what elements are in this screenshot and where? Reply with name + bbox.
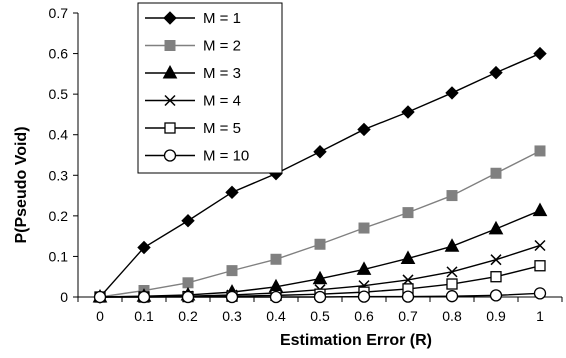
data-point xyxy=(270,253,282,265)
y-axis-title: P(Pseudo Void) xyxy=(13,126,30,243)
legend-item: M = 1 xyxy=(145,10,241,27)
data-point xyxy=(356,261,372,275)
legend-label: M = 1 xyxy=(203,10,241,27)
data-point xyxy=(93,290,107,304)
y-axis-ticks: 0 0.1 0.2 0.3 0.4 0.5 0.6 0.7 xyxy=(49,5,78,305)
legend-item: M = 3 xyxy=(145,64,241,82)
legend-item: M = 2 xyxy=(145,38,241,55)
legend-label: M = 4 xyxy=(203,93,241,110)
legend-label: M = 2 xyxy=(203,38,241,55)
data-point xyxy=(490,254,502,266)
x-tick-label: 0 xyxy=(96,308,104,324)
x-tick-label: 0.4 xyxy=(266,308,286,324)
data-point xyxy=(181,214,195,228)
data-point xyxy=(446,266,458,278)
data-point xyxy=(357,122,371,137)
data-point xyxy=(532,202,548,217)
legend-marker xyxy=(163,149,177,162)
legend-marker xyxy=(162,64,178,79)
legend-label: M = 5 xyxy=(203,120,241,137)
data-point xyxy=(490,167,502,179)
data-point xyxy=(313,145,327,159)
data-point xyxy=(445,86,459,100)
legend-marker xyxy=(164,40,176,51)
data-point xyxy=(446,190,458,202)
data-point xyxy=(489,65,503,80)
data-point xyxy=(444,238,460,252)
data-point xyxy=(534,239,546,252)
y-tick-label: 0.2 xyxy=(49,208,69,224)
data-point xyxy=(137,290,151,304)
legend-label: M = 3 xyxy=(203,65,241,82)
data-point xyxy=(357,290,371,303)
series-2 xyxy=(94,145,546,303)
series-6 xyxy=(93,287,547,304)
data-point xyxy=(181,290,195,304)
data-point xyxy=(269,290,283,304)
x-tick-label: 0.8 xyxy=(442,308,462,324)
legend-marker xyxy=(164,94,176,107)
y-tick-label: 0 xyxy=(60,289,68,305)
series-layer xyxy=(92,46,548,304)
data-point xyxy=(402,207,414,219)
x-tick-label: 0.6 xyxy=(354,308,374,324)
legend-item: M = 5 xyxy=(145,120,241,137)
data-point xyxy=(314,238,326,250)
x-tick-label: 1 xyxy=(536,308,544,324)
legend-marker xyxy=(164,122,176,134)
data-point xyxy=(446,278,458,290)
data-point xyxy=(358,222,370,234)
x-axis-ticks: 0 0.1 0.2 0.3 0.4 0.5 0.6 0.7 0.8 0.9 1 xyxy=(77,297,563,324)
data-point xyxy=(182,277,194,289)
data-point xyxy=(490,271,502,283)
data-point xyxy=(534,260,546,272)
y-tick-label: 0.4 xyxy=(49,127,69,143)
data-point xyxy=(137,240,151,255)
data-point xyxy=(401,105,415,119)
data-point xyxy=(401,290,415,303)
legend-label: M = 10 xyxy=(203,148,249,165)
x-tick-label: 0.7 xyxy=(398,308,418,324)
data-point xyxy=(445,290,459,303)
legend: M = 1 M = 2 M = 3 M = 4 M = 5 M = 10 xyxy=(137,2,283,174)
y-tick-label: 0.5 xyxy=(49,86,69,102)
data-point xyxy=(312,270,328,285)
x-tick-label: 0.3 xyxy=(222,308,242,324)
y-tick-label: 0.3 xyxy=(49,167,69,183)
legend-item: M = 4 xyxy=(145,93,241,110)
x-axis-title: Estimation Error (R) xyxy=(280,332,432,349)
data-point xyxy=(533,46,547,61)
y-tick-label: 0.6 xyxy=(49,46,69,62)
legend-item: M = 10 xyxy=(145,148,249,165)
legend-marker xyxy=(163,11,177,25)
data-point xyxy=(226,265,238,277)
y-tick-label: 0.1 xyxy=(49,248,69,264)
data-point xyxy=(534,145,546,157)
data-point xyxy=(489,289,503,302)
data-point xyxy=(225,290,239,304)
data-point xyxy=(533,287,547,300)
legend-box xyxy=(137,2,283,174)
x-tick-label: 0.5 xyxy=(310,308,330,324)
x-tick-label: 0.9 xyxy=(486,308,506,324)
data-point xyxy=(400,250,416,264)
data-point xyxy=(488,220,504,235)
x-tick-label: 0.1 xyxy=(134,308,154,324)
y-tick-label: 0.7 xyxy=(49,5,69,21)
data-point xyxy=(225,185,239,200)
data-point xyxy=(313,290,327,304)
x-tick-label: 0.2 xyxy=(178,308,198,324)
